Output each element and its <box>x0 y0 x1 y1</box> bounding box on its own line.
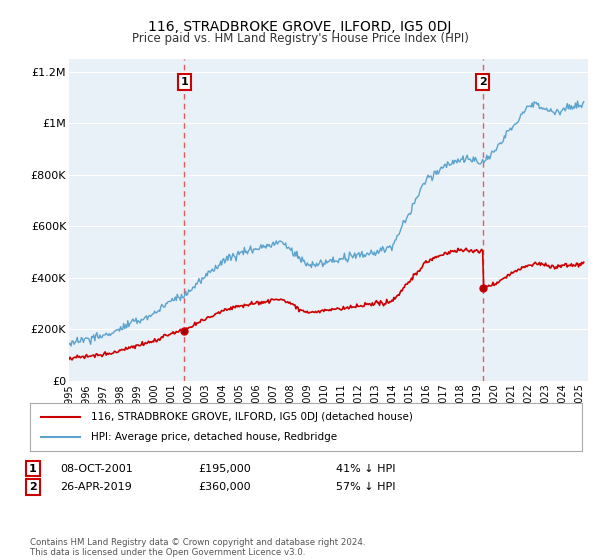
Text: 2: 2 <box>479 77 487 87</box>
Text: 116, STRADBROKE GROVE, ILFORD, IG5 0DJ (detached house): 116, STRADBROKE GROVE, ILFORD, IG5 0DJ (… <box>91 412 413 422</box>
Text: 1: 1 <box>181 77 188 87</box>
Text: 2: 2 <box>29 482 37 492</box>
Text: Price paid vs. HM Land Registry's House Price Index (HPI): Price paid vs. HM Land Registry's House … <box>131 32 469 45</box>
Text: Contains HM Land Registry data © Crown copyright and database right 2024.
This d: Contains HM Land Registry data © Crown c… <box>30 538 365 557</box>
Text: 41% ↓ HPI: 41% ↓ HPI <box>336 464 395 474</box>
Text: 26-APR-2019: 26-APR-2019 <box>60 482 132 492</box>
Text: 1: 1 <box>29 464 37 474</box>
Text: £195,000: £195,000 <box>198 464 251 474</box>
Text: 57% ↓ HPI: 57% ↓ HPI <box>336 482 395 492</box>
Text: 08-OCT-2001: 08-OCT-2001 <box>60 464 133 474</box>
Text: £360,000: £360,000 <box>198 482 251 492</box>
Text: HPI: Average price, detached house, Redbridge: HPI: Average price, detached house, Redb… <box>91 432 337 442</box>
Text: 116, STRADBROKE GROVE, ILFORD, IG5 0DJ: 116, STRADBROKE GROVE, ILFORD, IG5 0DJ <box>148 20 452 34</box>
